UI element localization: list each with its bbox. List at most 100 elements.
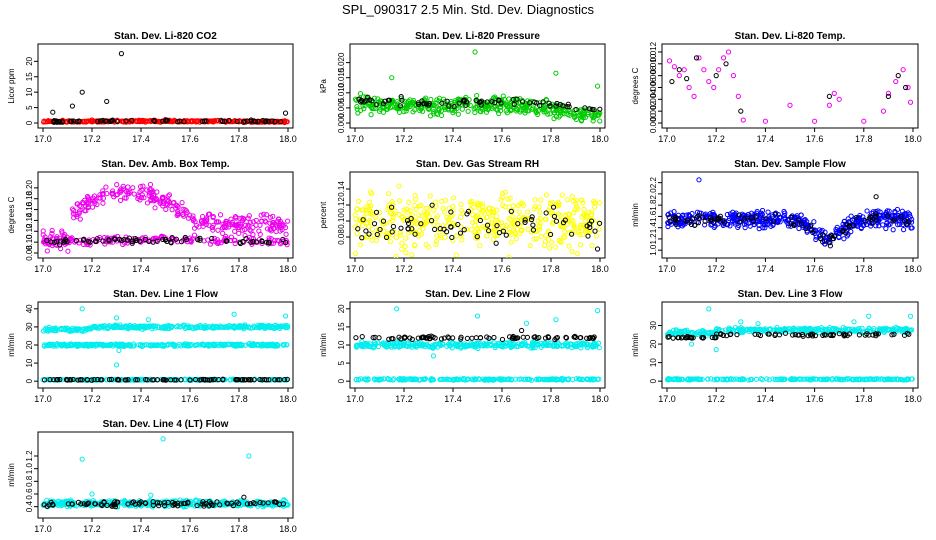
- data-point: [486, 205, 492, 212]
- data-point: [705, 376, 711, 382]
- data-point: [493, 240, 499, 246]
- data-point: [354, 103, 360, 110]
- data-point: [398, 336, 404, 342]
- data-point: [461, 97, 468, 103]
- data-point: [224, 238, 230, 244]
- data-point: [547, 103, 553, 109]
- data-point: [531, 236, 537, 242]
- data-point: [564, 197, 571, 203]
- data-point: [450, 203, 456, 209]
- data-point: [208, 377, 214, 383]
- data-point: [665, 376, 671, 382]
- x-tick-label: 18.0: [279, 264, 297, 274]
- outlier-point: [706, 78, 712, 85]
- data-point: [57, 376, 63, 383]
- x-tick-label: 18.0: [904, 134, 922, 144]
- data-point: [478, 98, 485, 104]
- data-point: [573, 197, 579, 204]
- data-point: [575, 206, 581, 212]
- data-point: [120, 183, 126, 189]
- data-point: [883, 225, 889, 232]
- data-point: [389, 217, 396, 224]
- x-tick-label: 17.6: [181, 524, 199, 534]
- outlier-point: [851, 319, 857, 325]
- data-point: [168, 239, 174, 245]
- data-point: [770, 218, 777, 224]
- data-point: [519, 227, 525, 233]
- data-point: [217, 323, 223, 329]
- data-point: [679, 376, 686, 382]
- data-point: [568, 217, 574, 223]
- data-point: [451, 103, 457, 110]
- data-point: [596, 226, 602, 232]
- data-point: [130, 185, 136, 191]
- data-point: [546, 100, 552, 106]
- data-point: [111, 236, 118, 242]
- data-point: [411, 242, 418, 248]
- data-point: [409, 340, 415, 346]
- data-point: [270, 225, 277, 232]
- data-point: [232, 228, 238, 234]
- data-point: [385, 341, 392, 347]
- data-point: [206, 211, 213, 217]
- data-point: [510, 203, 516, 209]
- data-point: [137, 189, 143, 195]
- data-point: [389, 204, 395, 210]
- chart-panel-4: Stan. Dev. Amb. Box Temp.17.0 17.2 17.4 17.…: [7, 159, 297, 274]
- y-tick-label: 20: [337, 304, 346, 313]
- data-point: [577, 222, 584, 228]
- data-point: [476, 376, 482, 382]
- y-tick-label: 0: [25, 120, 34, 125]
- data-point: [567, 110, 573, 116]
- data-point: [97, 118, 104, 124]
- data-point: [891, 217, 898, 223]
- data-point: [816, 327, 822, 333]
- data-point: [481, 215, 487, 221]
- data-point: [393, 235, 400, 241]
- data-point: [164, 197, 170, 203]
- data-point: [536, 224, 543, 230]
- data-point: [902, 211, 908, 217]
- data-point: [474, 234, 480, 240]
- x-tick-label: 17.4: [757, 134, 775, 144]
- data-point: [528, 216, 535, 223]
- data-point: [98, 377, 104, 383]
- data-point: [70, 376, 76, 383]
- y-tick-label: 15: [25, 72, 34, 81]
- data-point: [160, 236, 166, 243]
- x-tick-label: 17.6: [806, 134, 824, 144]
- data-point: [455, 111, 461, 117]
- x-tick-label: 17.6: [493, 264, 511, 274]
- outlier-point: [691, 93, 697, 99]
- data-point: [151, 323, 157, 329]
- data-point: [486, 376, 492, 383]
- data-point: [799, 221, 805, 227]
- data-point: [67, 377, 73, 383]
- data-point: [75, 377, 81, 383]
- data-point: [503, 102, 509, 108]
- data-point: [53, 342, 59, 348]
- data-point: [49, 230, 55, 237]
- data-point: [132, 324, 139, 330]
- data-point: [111, 342, 118, 348]
- data-point: [397, 198, 403, 204]
- data-point: [520, 99, 526, 105]
- data-point: [62, 342, 68, 348]
- data-point: [503, 222, 509, 229]
- data-point: [371, 232, 377, 238]
- data-point: [589, 209, 595, 215]
- data-point: [597, 200, 603, 206]
- x-tick-label: 17.8: [230, 264, 248, 274]
- outlier-point: [50, 109, 56, 115]
- x-tick-label: 18.0: [591, 134, 609, 144]
- series-line-3-flow-std-dev: [664, 306, 915, 353]
- data-point: [500, 202, 506, 208]
- data-point: [441, 209, 447, 215]
- data-point: [477, 335, 484, 341]
- data-point: [248, 239, 254, 245]
- outlier-point: [895, 73, 901, 79]
- data-point: [558, 223, 564, 230]
- data-point: [820, 332, 826, 339]
- series-li-820-co2-reference: [50, 51, 289, 125]
- data-point: [402, 243, 408, 250]
